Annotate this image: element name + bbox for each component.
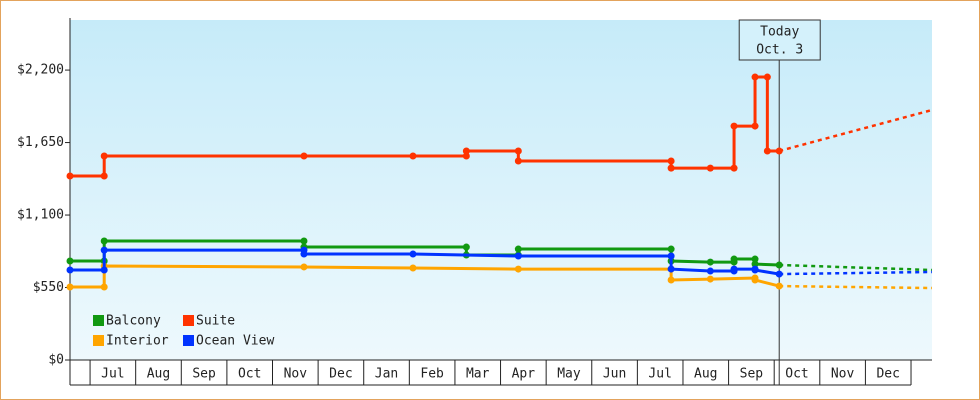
data-point: [706, 258, 714, 266]
data-point: [514, 265, 522, 273]
data-point: [100, 237, 108, 245]
legend-swatch: [93, 315, 104, 326]
data-point: [751, 255, 759, 263]
x-tick-label: Dec: [329, 367, 352, 382]
data-point: [462, 152, 470, 160]
data-point: [100, 266, 108, 274]
y-tick-label: $1,650: [17, 135, 64, 150]
data-point: [667, 252, 675, 260]
data-point: [514, 157, 522, 165]
x-tick-label: Aug: [147, 367, 170, 382]
data-point: [775, 261, 783, 269]
legend-swatch: [93, 335, 104, 346]
data-point: [66, 266, 74, 274]
data-point: [730, 122, 738, 130]
legend-label: Balcony: [106, 314, 161, 329]
data-point: [706, 164, 714, 172]
x-tick-label: Sep: [740, 367, 764, 382]
data-point: [730, 255, 738, 263]
data-point: [751, 276, 759, 284]
forecast-line: [779, 284, 933, 290]
forecast-line: [778, 108, 933, 153]
x-tick-label: Jul: [101, 367, 124, 382]
today-label: Today: [760, 25, 799, 40]
data-point: [730, 265, 738, 273]
x-tick-label: Jul: [648, 367, 671, 382]
data-point: [514, 252, 522, 260]
y-tick-label: $0: [48, 353, 64, 368]
data-point: [409, 250, 417, 258]
data-point: [300, 250, 308, 258]
y-tick-label: $1,100: [17, 208, 64, 223]
x-tick-label: Oct: [785, 367, 808, 382]
legend-swatch: [183, 335, 194, 346]
data-point: [66, 257, 74, 265]
today-box: [738, 19, 821, 61]
x-tick-label: Nov: [284, 367, 308, 382]
plot-area: [70, 20, 932, 360]
data-point: [300, 237, 308, 245]
data-point: [751, 266, 759, 274]
data-point: [514, 245, 522, 253]
data-point: [706, 275, 714, 283]
forecast-line: [779, 270, 933, 276]
x-tick-label: Jun: [603, 367, 626, 382]
legend-swatch: [183, 315, 194, 326]
data-point: [775, 147, 783, 155]
data-point: [300, 263, 308, 271]
x-tick-label: May: [557, 367, 581, 382]
x-tick-label: Aug: [694, 367, 717, 382]
x-tick-label: Apr: [512, 367, 536, 382]
data-point: [462, 243, 470, 251]
data-point: [763, 147, 771, 155]
x-tick-label: Mar: [466, 367, 490, 382]
data-point: [66, 283, 74, 291]
y-tick-label: $2,200: [17, 63, 64, 78]
data-point: [462, 147, 470, 155]
data-point: [763, 73, 771, 81]
y-tick-label: $550: [33, 280, 64, 295]
data-point: [100, 152, 108, 160]
x-tick-label: Feb: [420, 367, 444, 382]
data-point: [706, 267, 714, 275]
data-point: [667, 157, 675, 165]
data-point: [751, 73, 759, 81]
data-point: [730, 164, 738, 172]
data-point: [751, 122, 759, 130]
data-point: [100, 172, 108, 180]
data-point: [100, 283, 108, 291]
x-tick-label: Nov: [831, 367, 855, 382]
x-tick-label: Dec: [876, 367, 899, 382]
legend-label: Suite: [196, 314, 235, 329]
data-point: [300, 152, 308, 160]
data-point: [409, 264, 417, 272]
x-tick-label: Oct: [238, 367, 261, 382]
data-point: [667, 276, 675, 284]
data-point: [667, 245, 675, 253]
data-point: [775, 282, 783, 290]
forecast-line: [779, 263, 933, 272]
legend-label: Ocean View: [196, 334, 274, 349]
data-point: [667, 164, 675, 172]
data-point: [514, 147, 522, 155]
x-tick-label: Sep: [192, 367, 216, 382]
data-point: [667, 265, 675, 273]
x-tick-label: Jan: [375, 367, 398, 382]
legend-label: Interior: [106, 334, 169, 349]
data-point: [66, 172, 74, 180]
data-point: [775, 270, 783, 278]
today-label: Oct. 3: [756, 43, 803, 58]
data-point: [409, 152, 417, 160]
data-point: [751, 260, 759, 268]
data-point: [100, 246, 108, 254]
